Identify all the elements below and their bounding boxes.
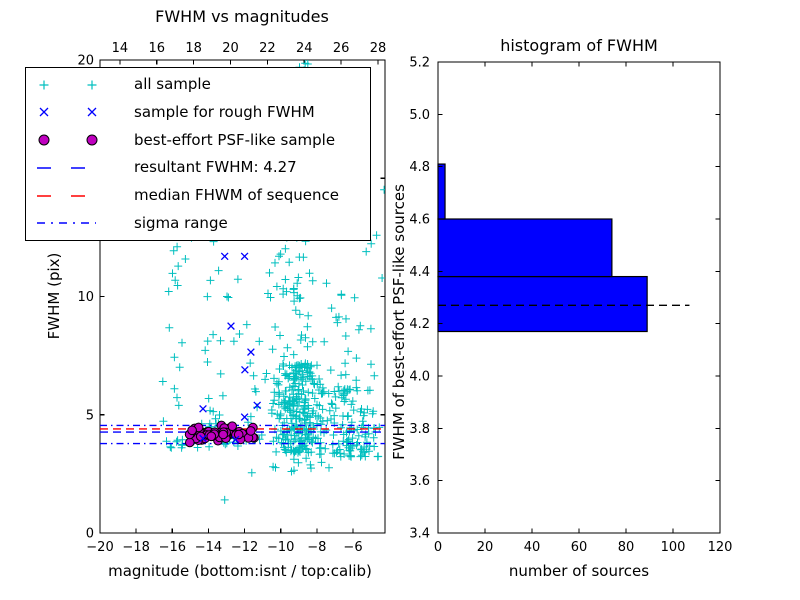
x-tick-label: −6 [343, 540, 362, 555]
top-tick-label: 14 [112, 41, 129, 56]
y-tick-label: 3.6 [409, 474, 430, 489]
hist-bar [437, 275, 648, 333]
top-tick-label: 20 [222, 41, 239, 56]
all-sample-points [158, 60, 385, 504]
x-tick-label: −8 [307, 540, 326, 555]
y-tick-label: 0 [86, 527, 94, 542]
top-tick-label: 24 [296, 41, 313, 56]
legend-item: all sample [34, 72, 370, 98]
left-plot-ylabel: FWHM (pix) [45, 252, 63, 340]
top-tick-label: 22 [259, 41, 276, 56]
legend-label: median FHWM of sequence [134, 186, 339, 205]
legend-label: resultant FWHM: 4.27 [134, 158, 297, 177]
fwhm-reference-lines [100, 424, 385, 445]
histogram-ticks: 0 20 40 60 80 100 120 3.4 3.6 3.8 4.0 4.2 4.4 4.6 4.8 5… [409, 56, 732, 556]
y-tick-label: 3.4 [409, 527, 430, 542]
legend-item: resultant FWHM: 4.27 [34, 155, 370, 181]
scatter-plot-ticks: −20 −18 −16 −14 −12 −10 −8 −6 14 16 18 20 22 24 26 28 0 5… [77, 41, 386, 555]
x-tick-label: 0 [434, 540, 442, 555]
legend-item: median FHWM of sequence [34, 183, 370, 209]
legend-label: sigma range [134, 213, 228, 232]
x-tick-label: −18 [122, 540, 149, 555]
legend-label: best-effort PSF-like sample [134, 130, 336, 149]
y-tick-label: 4.0 [409, 370, 430, 385]
x-tick-label: −12 [231, 540, 258, 555]
y-tick-label: 4.6 [409, 213, 430, 228]
legend-glyph-x-pair [39, 107, 97, 117]
scatter-data [158, 60, 385, 504]
left-plot-title: FWHM vs magnitudes [155, 7, 329, 26]
x-tick-label: 100 [661, 540, 686, 555]
y-tick-label: 4.4 [409, 265, 430, 280]
histogram-plot [437, 61, 721, 534]
hist-bar [437, 163, 446, 220]
y-tick-label: 4.2 [409, 317, 430, 332]
y-tick-label: 3.8 [409, 422, 430, 437]
top-tick-label: 28 [370, 41, 387, 56]
legend-item: sample for rough FWHM [34, 99, 370, 125]
x-tick-label: −14 [195, 540, 222, 555]
x-tick-label: −10 [267, 540, 294, 555]
legend-item: best-effort PSF-like sample [34, 127, 370, 153]
left-plot-xlabel: magnitude (bottom:isnt / top:calib) [108, 562, 372, 580]
legend-label: sample for rough FWHM [134, 102, 315, 121]
legend-glyph-circle-pair [38, 134, 98, 146]
legend-glyph-dashdot-line [37, 222, 96, 225]
x-tick-label: −20 [86, 540, 113, 555]
y-tick-label: 10 [77, 290, 94, 305]
legend-label: all sample [134, 75, 211, 94]
right-plot-title: histogram of FWHM [500, 36, 658, 55]
x-tick-label: 20 [477, 540, 494, 555]
legend-glyph-dashed-line [37, 167, 100, 169]
rough-sample-points [199, 252, 262, 444]
right-plot-xlabel: number of sources [508, 562, 650, 580]
legend-item: sigma range [34, 210, 370, 236]
right-plot-ylabel: FWHM of best-effort PSF-like sources [390, 184, 408, 460]
x-tick-label: −16 [159, 540, 186, 555]
x-tick-label: 120 [708, 540, 733, 555]
legend-glyph-dashed-line [37, 194, 100, 197]
x-tick-label: 60 [571, 540, 588, 555]
y-tick-label: 5.2 [409, 56, 430, 71]
y-tick-label: 4.8 [409, 160, 430, 175]
top-tick-label: 26 [333, 41, 350, 56]
top-tick-label: 18 [185, 41, 202, 56]
legend-glyph-plus-pair [39, 80, 97, 90]
top-tick-label: 16 [149, 41, 166, 56]
y-tick-label: 5 [86, 408, 94, 423]
x-tick-label: 80 [618, 540, 635, 555]
x-tick-label: 40 [524, 540, 541, 555]
hist-bar [437, 218, 613, 278]
psf-sample-points [184, 420, 259, 448]
y-tick-label: 5.0 [409, 108, 430, 123]
y-tick-label: 20 [77, 54, 94, 69]
legend: all sample sample for rough FWHM best-effo… [25, 67, 371, 241]
